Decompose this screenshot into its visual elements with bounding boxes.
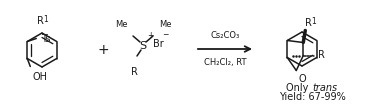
Text: O: O [298, 74, 306, 84]
Text: −: − [162, 30, 168, 39]
Text: CH₂Cl₂, RT: CH₂Cl₂, RT [204, 58, 246, 67]
Text: R: R [130, 67, 138, 77]
Text: Me: Me [159, 20, 172, 29]
Text: Only: Only [287, 83, 312, 93]
Text: 1: 1 [311, 17, 316, 25]
Text: Br: Br [153, 39, 164, 49]
Text: 1: 1 [43, 15, 48, 25]
Text: OH: OH [32, 72, 47, 82]
Text: Yield: 67-99%: Yield: 67-99% [279, 92, 345, 102]
Text: Cs₂CO₃: Cs₂CO₃ [211, 31, 240, 40]
Text: +: + [97, 43, 109, 57]
Text: R: R [305, 17, 312, 27]
Text: Ts: Ts [41, 33, 51, 43]
Text: Me: Me [116, 20, 128, 29]
Text: +: + [147, 31, 153, 40]
Text: S: S [139, 41, 147, 51]
Text: R: R [37, 17, 44, 27]
Text: R: R [318, 51, 325, 61]
Text: trans: trans [312, 83, 337, 93]
